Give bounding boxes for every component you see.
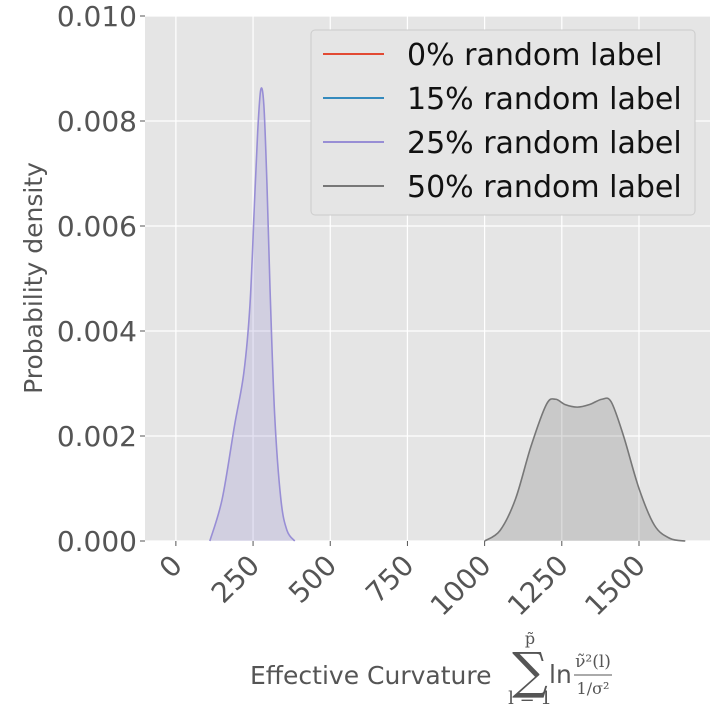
svg-text:l = 1: l = 1 xyxy=(508,688,552,709)
x-tick-label: 1000 xyxy=(424,549,498,623)
y-tick-label: 0.004 xyxy=(57,315,137,348)
svg-text:1/σ²: 1/σ² xyxy=(577,679,610,698)
svg-text:ν̃²(l): ν̃²(l) xyxy=(575,652,611,672)
legend-box xyxy=(310,29,696,216)
legend-label: 15% random label xyxy=(407,82,682,117)
legend-label: 0% random label xyxy=(407,38,663,73)
x-tick-label: 750 xyxy=(359,549,420,610)
x-tick-label: 0 xyxy=(153,549,189,585)
x-axis-label: Effective Curvature ∑ p̃ l = 1 ln ν̃²(l)… xyxy=(250,629,612,709)
svg-text:ln: ln xyxy=(549,660,572,689)
series-layer xyxy=(209,87,686,542)
y-tick-label: 0.006 xyxy=(57,210,137,243)
x-tick-label: 500 xyxy=(282,549,343,610)
y-tick-label: 0.002 xyxy=(57,420,137,453)
series-area xyxy=(209,87,295,541)
legend-label: 50% random label xyxy=(407,170,682,205)
x-tick-label: 250 xyxy=(205,549,266,610)
y-tick-label: 0.008 xyxy=(57,105,137,138)
legend-label: 25% random label xyxy=(407,126,682,161)
y-axis-label: Probability density xyxy=(19,162,48,394)
x-tick-label: 1250 xyxy=(501,549,575,623)
legend: 0% random label 15% random label 25% rando… xyxy=(310,29,696,216)
x-tick-label: 1500 xyxy=(578,549,652,623)
svg-text:Effective Curvature: Effective Curvature xyxy=(250,661,491,690)
series-area xyxy=(484,398,686,541)
series-line xyxy=(209,87,296,542)
y-tick-label: 0.010 xyxy=(57,0,137,33)
series-line xyxy=(484,397,686,542)
svg-text:p̃: p̃ xyxy=(525,629,535,648)
y-tick-label: 0.000 xyxy=(57,525,137,558)
svg-text:∑: ∑ xyxy=(512,642,548,700)
